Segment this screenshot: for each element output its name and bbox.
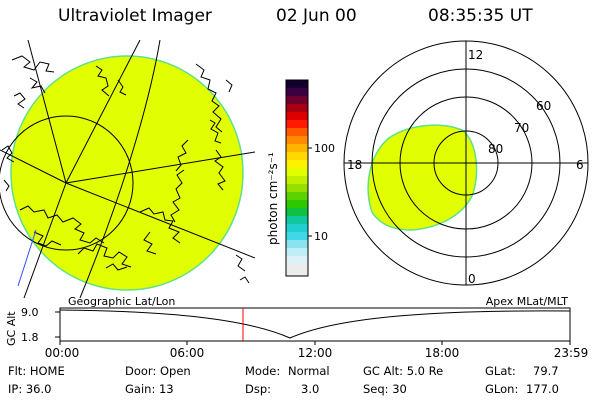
- image-time: 08:35:35 UT: [428, 6, 533, 26]
- altitude-curve: [59, 309, 571, 339]
- mlt-label-0: 0: [468, 272, 476, 286]
- door-status: Door: Open: [125, 364, 191, 378]
- image-date: 02 Jun 00: [276, 6, 357, 26]
- y-tick-9: 9.0: [21, 306, 39, 319]
- time-tick-0000: 00:00: [45, 346, 80, 360]
- time-tick-1800: 18:00: [425, 346, 460, 360]
- auroral-emission-polar: [367, 124, 478, 231]
- lat-label-70: 70: [514, 121, 529, 135]
- glat-value: 79.7: [533, 364, 559, 378]
- polar-plot: 12 18 6 0 60 70 80: [343, 40, 589, 286]
- instrument-title: Ultraviolet Imager: [58, 6, 212, 26]
- orbit-left-label: Geographic Lat/Lon: [68, 295, 175, 308]
- glon-label: GLon:: [485, 382, 519, 396]
- orbit-right-label: Apex MLat/MLT: [486, 295, 569, 308]
- colorbar-tick-10: 10: [314, 230, 328, 243]
- y-axis-label: GC Alt: [5, 311, 18, 346]
- mlt-label-18: 18: [347, 158, 362, 172]
- orbit-altitude-plot: Geographic Lat/Lon Apex MLat/MLT 9.0 1.8…: [5, 295, 588, 360]
- lat-label-60: 60: [536, 99, 551, 113]
- gc-altitude: GC Alt: 5.0 Re: [363, 364, 444, 378]
- mode-value: Normal: [288, 364, 330, 378]
- coastlines: [1, 55, 250, 284]
- colorbar-tick-100: 100: [314, 142, 335, 155]
- dsp-value: 3.0: [301, 382, 320, 396]
- geographic-image: [0, 40, 255, 298]
- glon-value: 177.0: [526, 382, 559, 396]
- geographic-grid: [0, 40, 255, 298]
- time-tick-0600: 06:00: [170, 346, 205, 360]
- mlt-label-6: 6: [576, 158, 584, 172]
- y-tick-1-8: 1.8: [21, 331, 39, 344]
- colorbar: 100 10 photon cm⁻²s⁻¹: [266, 79, 335, 277]
- flight-mode: Flt: HOME: [8, 364, 65, 378]
- mlt-label-12: 12: [468, 48, 483, 62]
- time-tick-2359: 23:59: [554, 346, 589, 360]
- time-tick-1200: 12:00: [298, 346, 333, 360]
- mode-label: Mode:: [245, 364, 281, 378]
- lat-label-80: 80: [488, 142, 503, 156]
- dsp-label: Dsp:: [245, 382, 272, 396]
- orbit-track: [17, 229, 37, 287]
- glat-label: GLat:: [485, 364, 516, 378]
- sequence-number: Seq: 30: [363, 382, 407, 396]
- ip-value: IP: 36.0: [8, 382, 52, 396]
- colorbar-unit-label: photon cm⁻²s⁻¹: [266, 152, 280, 245]
- gain-value: Gain: 13: [125, 382, 174, 396]
